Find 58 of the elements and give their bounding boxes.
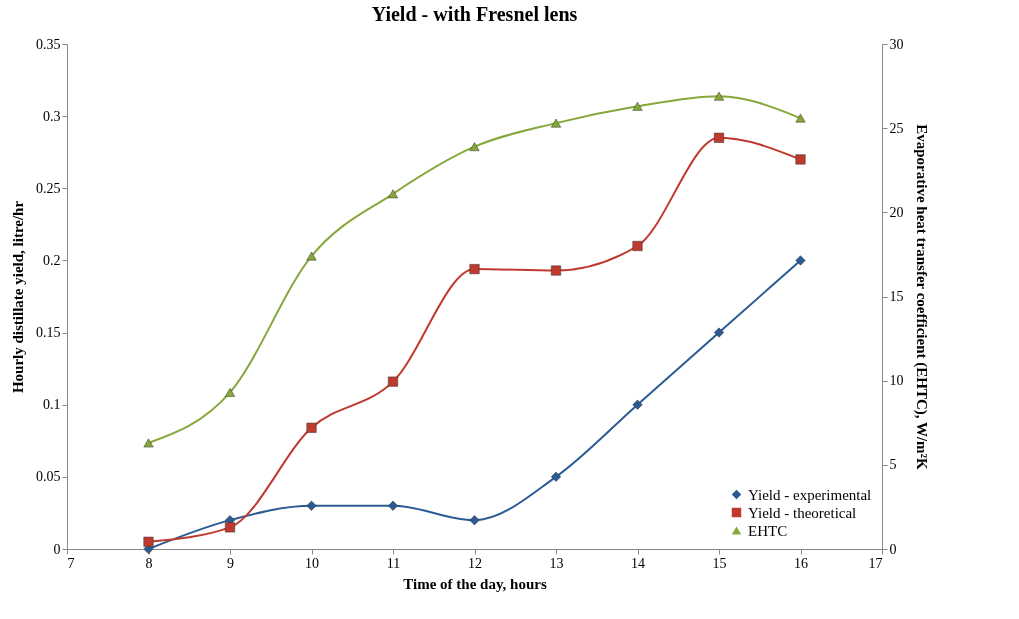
- point: [225, 522, 235, 533]
- point: [469, 515, 480, 526]
- y2-tick-label: 25: [889, 120, 904, 136]
- legend-label: Yield - experimental: [748, 486, 872, 503]
- point: [632, 241, 643, 251]
- point: [714, 91, 724, 101]
- y-tick-label: 0.1: [43, 397, 61, 413]
- point: [143, 536, 154, 547]
- x-tick-label: 8: [145, 555, 153, 571]
- point: [388, 376, 398, 387]
- y2-tick-label: 15: [889, 289, 904, 304]
- x-tick-label: 15: [712, 555, 727, 571]
- point: [469, 142, 480, 152]
- x-tick-label: 7: [67, 555, 75, 571]
- y2-axis-title: Evaporative heat transfer coefficient (EHTC), W/m²K: [912, 124, 930, 471]
- point: [795, 154, 806, 165]
- x-tick-label: 16: [794, 555, 808, 571]
- point: [388, 500, 398, 511]
- legend-label: Yield - theoretical: [748, 504, 857, 521]
- x-axis-title: Time of the day, hours: [403, 575, 547, 592]
- legend-label: EHTC: [748, 522, 788, 539]
- point: [306, 500, 317, 511]
- point: [551, 118, 561, 128]
- y-tick-label: 0.15: [36, 325, 61, 341]
- y2-tick-label: 0: [889, 541, 897, 557]
- y-tick-label: 0.3: [43, 108, 61, 124]
- chart-title: Yield - with Fresnel lens: [371, 3, 578, 25]
- x-tick-label: 10: [305, 555, 319, 571]
- point: [632, 101, 643, 111]
- y-axis-title: Hourly distillate yield, litre/hr: [10, 200, 26, 394]
- y2-tick-label: 5: [889, 457, 897, 473]
- point: [306, 422, 317, 433]
- point: [714, 327, 724, 338]
- point: [388, 189, 398, 199]
- point: [551, 265, 561, 276]
- y2-tick-label: 30: [889, 36, 904, 52]
- y-tick-label: 0: [53, 541, 61, 557]
- x-tick-label: 12: [468, 555, 482, 571]
- x-tick-label: 9: [227, 555, 234, 571]
- point: [551, 471, 561, 482]
- y-tick-label: 0.35: [36, 36, 61, 52]
- point: [469, 264, 480, 275]
- y2-tick-label: 10: [889, 373, 904, 389]
- x-tick-label: 14: [631, 555, 645, 571]
- point: [714, 132, 724, 143]
- y-tick-label: 0.25: [36, 180, 61, 196]
- point: [306, 251, 317, 261]
- point: [795, 255, 806, 266]
- point: [632, 399, 643, 410]
- point: [225, 388, 235, 397]
- y-tick-label: 0.2: [43, 252, 61, 268]
- y2-tick-label: 20: [889, 204, 904, 220]
- y-tick-label: 0.05: [36, 469, 61, 485]
- x-tick-label: 13: [549, 555, 564, 571]
- x-tick-label: 17: [868, 555, 883, 571]
- x-tick-label: 11: [386, 555, 401, 571]
- point: [795, 113, 806, 123]
- point: [143, 438, 154, 448]
